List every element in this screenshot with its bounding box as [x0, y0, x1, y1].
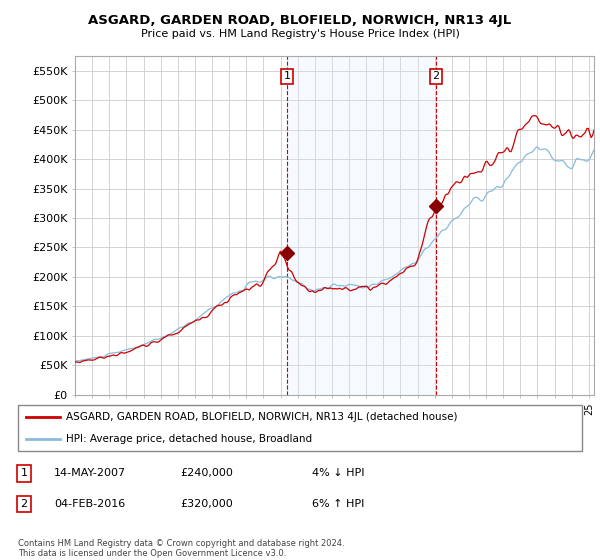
Text: 1: 1	[20, 468, 28, 478]
Text: 14-MAY-2007: 14-MAY-2007	[54, 468, 126, 478]
Text: 04-FEB-2016: 04-FEB-2016	[54, 499, 125, 509]
Text: ASGARD, GARDEN ROAD, BLOFIELD, NORWICH, NR13 4JL (detached house): ASGARD, GARDEN ROAD, BLOFIELD, NORWICH, …	[66, 412, 457, 422]
FancyBboxPatch shape	[18, 405, 582, 451]
Text: 4% ↓ HPI: 4% ↓ HPI	[312, 468, 365, 478]
Text: 2: 2	[20, 499, 28, 509]
Text: HPI: Average price, detached house, Broadland: HPI: Average price, detached house, Broa…	[66, 435, 312, 444]
Text: ASGARD, GARDEN ROAD, BLOFIELD, NORWICH, NR13 4JL: ASGARD, GARDEN ROAD, BLOFIELD, NORWICH, …	[88, 14, 512, 27]
Text: £240,000: £240,000	[180, 468, 233, 478]
Text: 2: 2	[433, 71, 440, 81]
Bar	[287, 56, 436, 395]
Text: 6% ↑ HPI: 6% ↑ HPI	[312, 499, 364, 509]
Text: Contains HM Land Registry data © Crown copyright and database right 2024.
This d: Contains HM Land Registry data © Crown c…	[18, 539, 344, 558]
Text: £320,000: £320,000	[180, 499, 233, 509]
Text: 1: 1	[283, 71, 290, 81]
Text: Price paid vs. HM Land Registry's House Price Index (HPI): Price paid vs. HM Land Registry's House …	[140, 29, 460, 39]
